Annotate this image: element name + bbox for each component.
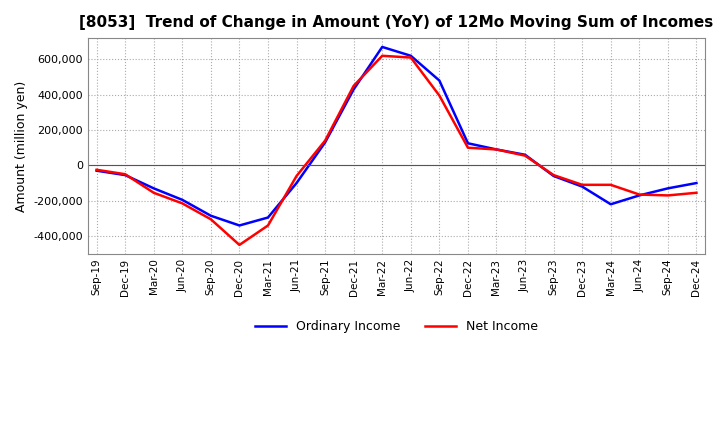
Net Income [178,201,186,206]
Ordinary Income [92,168,101,173]
Ordinary Income [378,44,387,50]
Ordinary Income [264,215,272,220]
Net Income [264,223,272,228]
Net Income [664,193,672,198]
Ordinary Income [549,173,558,179]
Ordinary Income [492,147,501,152]
Net Income [521,153,529,158]
Net Income [435,93,444,98]
Ordinary Income [606,202,615,207]
Ordinary Income [349,87,358,92]
Ordinary Income [407,53,415,59]
Y-axis label: Amount (million yen): Amount (million yen) [15,81,28,212]
Ordinary Income [664,186,672,191]
Ordinary Income [435,78,444,83]
Net Income [207,216,215,222]
Ordinary Income [150,186,158,191]
Net Income [292,173,301,179]
Net Income [692,190,701,195]
Net Income [235,242,244,248]
Ordinary Income [321,140,330,145]
Net Income [378,53,387,59]
Ordinary Income [692,180,701,186]
Ordinary Income [464,141,472,146]
Net Income [321,138,330,143]
Ordinary Income [578,184,587,189]
Ordinary Income [121,172,130,178]
Ordinary Income [521,152,529,158]
Net Income [407,55,415,60]
Net Income [121,172,130,177]
Net Income [150,190,158,195]
Title: [8053]  Trend of Change in Amount (YoY) of 12Mo Moving Sum of Incomes: [8053] Trend of Change in Amount (YoY) o… [79,15,714,30]
Line: Ordinary Income: Ordinary Income [96,47,696,225]
Ordinary Income [635,193,644,198]
Net Income [92,167,101,172]
Ordinary Income [292,180,301,186]
Net Income [464,145,472,150]
Net Income [635,192,644,197]
Legend: Ordinary Income, Net Income: Ordinary Income, Net Income [250,315,544,338]
Ordinary Income [178,197,186,202]
Net Income [606,182,615,187]
Ordinary Income [207,213,215,218]
Net Income [492,147,501,152]
Net Income [549,172,558,178]
Net Income [349,83,358,88]
Net Income [578,182,587,187]
Ordinary Income [235,223,244,228]
Line: Net Income: Net Income [96,56,696,245]
